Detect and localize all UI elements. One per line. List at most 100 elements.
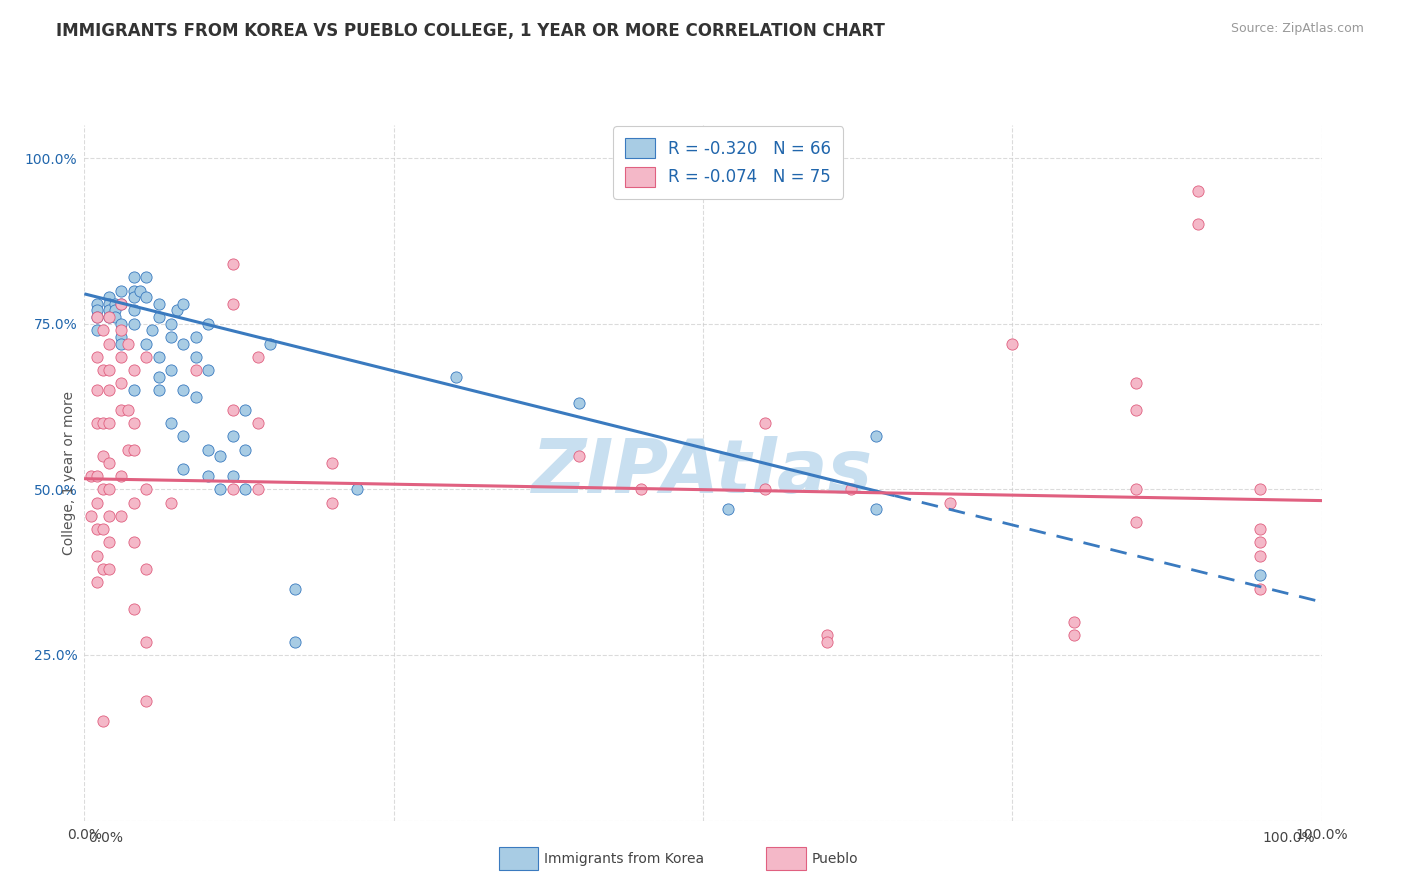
Point: [1063, 628, 1085, 642]
Text: Immigrants from Korea: Immigrants from Korea: [544, 852, 704, 866]
Point: [122, 495, 145, 509]
Point: [122, 270, 145, 285]
Point: [1063, 615, 1085, 629]
Point: [1187, 184, 1209, 198]
Point: [815, 634, 838, 648]
Point: [1187, 217, 1209, 231]
Point: [135, 562, 157, 576]
Point: [233, 442, 256, 457]
Point: [184, 390, 207, 404]
Point: [86, 297, 108, 311]
Point: [222, 429, 245, 443]
Point: [246, 350, 269, 364]
Point: [233, 483, 256, 497]
Point: [939, 495, 962, 509]
Point: [86, 575, 108, 590]
Point: [91, 522, 114, 536]
Point: [222, 257, 245, 271]
Point: [129, 284, 152, 298]
Point: [91, 562, 114, 576]
Y-axis label: College, 1 year or more: College, 1 year or more: [62, 391, 76, 555]
Point: [86, 303, 108, 318]
Point: [98, 310, 121, 324]
Point: [135, 350, 157, 364]
Point: [209, 449, 232, 463]
Point: [135, 634, 157, 648]
Point: [122, 290, 145, 304]
Point: [1249, 535, 1271, 549]
Point: [1125, 483, 1147, 497]
Point: [1125, 402, 1147, 417]
Point: [197, 469, 219, 483]
Point: [135, 270, 157, 285]
Point: [86, 383, 108, 397]
Point: [1125, 516, 1147, 530]
Point: [110, 402, 132, 417]
Point: [86, 522, 108, 536]
Legend: R = -0.320   N = 66, R = -0.074   N = 75: R = -0.320 N = 66, R = -0.074 N = 75: [613, 127, 844, 199]
Point: [1249, 568, 1271, 582]
Point: [135, 694, 157, 708]
Point: [841, 483, 863, 497]
Point: [86, 416, 108, 430]
Point: [98, 483, 121, 497]
Point: [98, 363, 121, 377]
Text: Source: ZipAtlas.com: Source: ZipAtlas.com: [1230, 22, 1364, 36]
Point: [184, 330, 207, 344]
Point: [104, 303, 127, 318]
Point: [754, 483, 776, 497]
Point: [110, 336, 132, 351]
Point: [222, 469, 245, 483]
Point: [110, 323, 132, 337]
Point: [122, 416, 145, 430]
Point: [148, 383, 170, 397]
Point: [135, 483, 157, 497]
Point: [197, 442, 219, 457]
Point: [815, 628, 838, 642]
Point: [98, 562, 121, 576]
Point: [98, 310, 121, 324]
Point: [91, 714, 114, 729]
Point: [172, 336, 194, 351]
Point: [148, 310, 170, 324]
Point: [1249, 582, 1271, 596]
Point: [148, 297, 170, 311]
Point: [122, 303, 145, 318]
Point: [233, 402, 256, 417]
Point: [98, 508, 121, 523]
Point: [122, 442, 145, 457]
Point: [122, 317, 145, 331]
Point: [1125, 376, 1147, 391]
Point: [91, 483, 114, 497]
Point: [321, 495, 343, 509]
Point: [110, 317, 132, 331]
Point: [98, 383, 121, 397]
Point: [259, 336, 281, 351]
Point: [98, 456, 121, 470]
Point: [160, 330, 183, 344]
Point: [91, 363, 114, 377]
Point: [754, 416, 776, 430]
Point: [222, 297, 245, 311]
Point: [98, 297, 121, 311]
Point: [98, 303, 121, 318]
Point: [222, 483, 245, 497]
Point: [110, 297, 132, 311]
Point: [284, 634, 307, 648]
Text: 100.0%: 100.0%: [1263, 831, 1315, 846]
Point: [117, 402, 139, 417]
Point: [184, 363, 207, 377]
Point: [246, 483, 269, 497]
Point: [160, 416, 183, 430]
Point: [717, 502, 740, 516]
Text: Pueblo: Pueblo: [811, 852, 858, 866]
Point: [104, 297, 127, 311]
Point: [86, 495, 108, 509]
Point: [160, 495, 183, 509]
Point: [110, 376, 132, 391]
Point: [148, 369, 170, 384]
Point: [197, 317, 219, 331]
Point: [1249, 483, 1271, 497]
Point: [865, 502, 887, 516]
Point: [172, 429, 194, 443]
